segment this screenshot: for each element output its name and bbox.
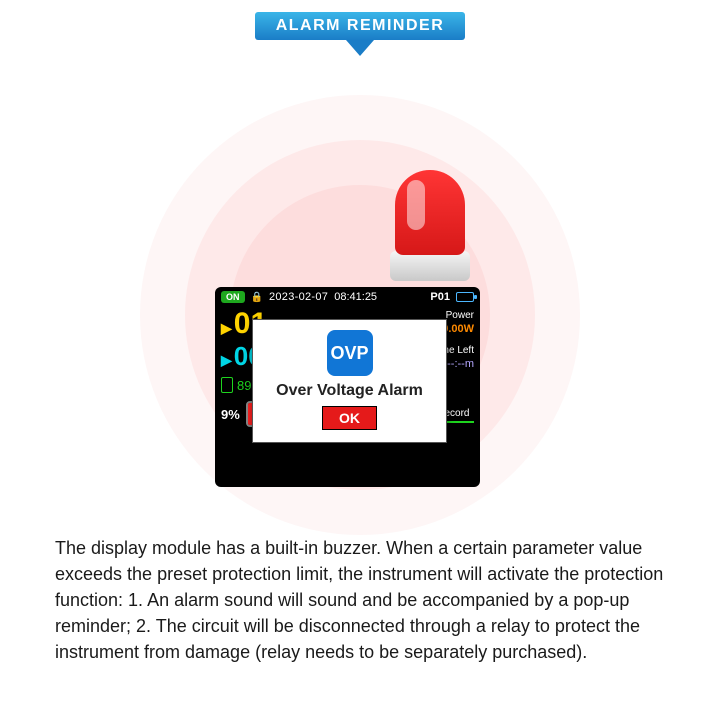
header-title: ALARM REMINDER: [255, 12, 465, 40]
ok-button[interactable]: OK: [322, 406, 377, 430]
status-date: 2023-02-07: [269, 291, 328, 303]
battery-mini-icon: [456, 292, 474, 302]
description-text: The display module has a built-in buzzer…: [55, 535, 665, 665]
alarm-popup: OVP Over Voltage Alarm OK: [252, 319, 447, 443]
on-badge: ON: [221, 291, 245, 303]
battery-small-icon: [221, 377, 233, 393]
popup-title: Over Voltage Alarm: [261, 382, 438, 400]
down-arrow-icon: [346, 40, 374, 56]
header-banner: ALARM REMINDER: [255, 12, 465, 56]
device-status-bar: ON 🔒 2023-02-07 08:41:25 P01: [215, 287, 480, 307]
ovp-icon: OVP: [327, 330, 373, 376]
status-preset: P01: [430, 291, 450, 303]
battery-main-pct: 9%: [221, 407, 240, 422]
status-time: 08:41:25: [334, 291, 377, 303]
lock-icon: 🔒: [251, 292, 263, 303]
alarm-siren-icon: [390, 170, 470, 281]
